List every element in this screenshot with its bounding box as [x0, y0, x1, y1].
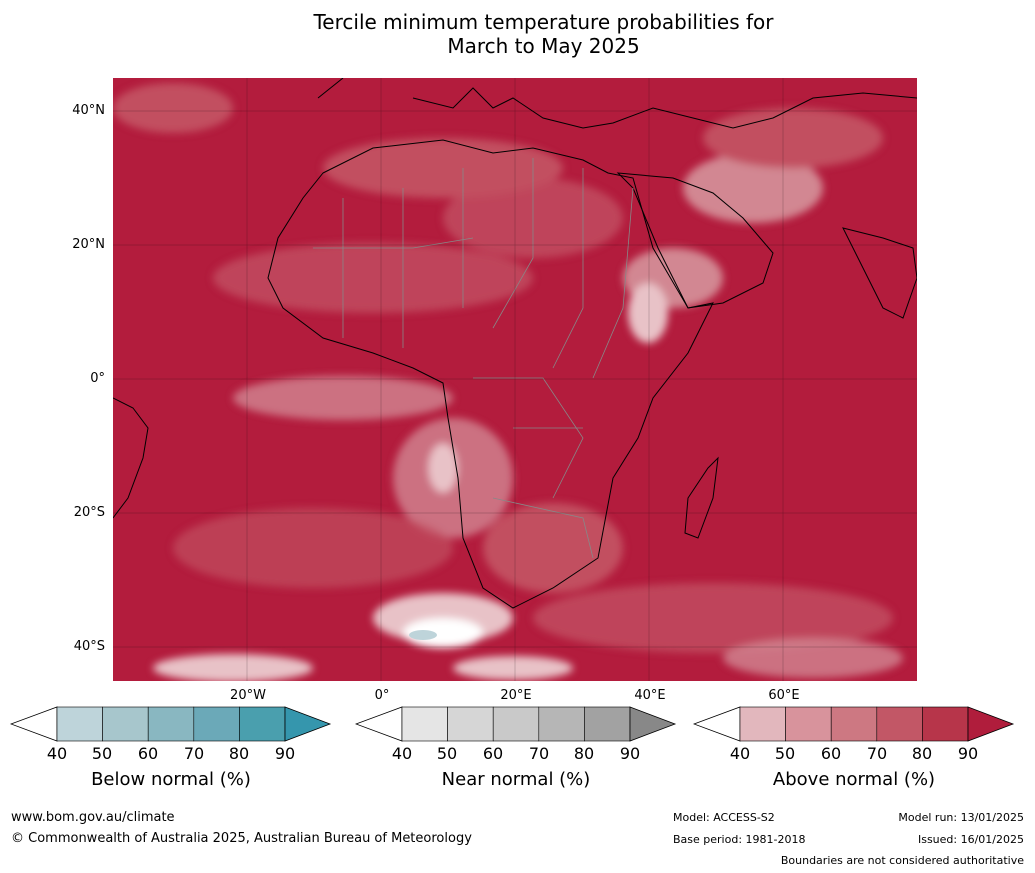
tick-label: 60 [482, 744, 504, 763]
tick-label: 50 [436, 744, 458, 763]
lon-label-60e: 60°E [768, 688, 800, 703]
near-normal-patch [409, 630, 437, 640]
tick-label: 70 [183, 744, 205, 763]
title-line-1: Tercile minimum temperature probabilitie… [313, 10, 774, 34]
tick-label: 80 [911, 744, 933, 763]
colorbar-segment [147, 706, 195, 742]
lon-label-20w: 20°W [230, 688, 266, 703]
lon-label-0: 0° [374, 688, 390, 703]
colorbar-below-normal [10, 706, 332, 742]
lat-label-0: 0° [90, 371, 105, 386]
tick-label: 40 [46, 744, 68, 763]
colorbar-label-near: Near normal (%) [441, 769, 591, 790]
colorbar-segment [922, 706, 969, 742]
colorbar-segment [239, 706, 286, 742]
tick-label: 50 [91, 744, 113, 763]
base-period-text: Base period: 1981-2018 [673, 833, 806, 846]
tick-label: 40 [391, 744, 413, 763]
coastlines [113, 78, 917, 609]
anomaly-patches [113, 83, 903, 681]
lat-label-40n: 40°N [72, 103, 105, 118]
colorbar-label-above: Above normal (%) [772, 769, 936, 790]
colorbar-segment [492, 706, 540, 742]
tick-label: 60 [137, 744, 159, 763]
graticule [113, 78, 917, 681]
lon-label-20e: 20°E [500, 688, 532, 703]
tick-label: 60 [820, 744, 842, 763]
tick-label: 40 [729, 744, 751, 763]
colorbar-extend-high [629, 706, 677, 742]
colorbar-extend-low [10, 706, 58, 742]
colorbar-segment [876, 706, 923, 742]
colorbar-segment [102, 706, 149, 742]
lat-label-20s: 20°S [73, 505, 105, 520]
model-run-text: Model run: 13/01/2025 [898, 811, 1024, 824]
colorbar-segment [830, 706, 878, 742]
model-text: Model: ACCESS-S2 [673, 811, 775, 824]
country-borders [313, 158, 634, 559]
tick-label: 80 [573, 744, 595, 763]
tick-label: 90 [619, 744, 641, 763]
tick-label: 70 [866, 744, 888, 763]
colorbar-label-below: Below normal (%) [91, 769, 251, 790]
lon-label-40e: 40°E [634, 688, 666, 703]
probability-map [113, 78, 917, 681]
colorbar-above-normal [693, 706, 1015, 742]
tick-label: 70 [528, 744, 550, 763]
copyright-text: © Commonwealth of Australia 2025, Austra… [11, 831, 472, 846]
website-link[interactable]: www.bom.gov.au/climate [11, 810, 175, 825]
colorbar-extend-low [693, 706, 741, 742]
lat-label-20n: 20°N [72, 237, 105, 252]
colorbar-extend-low [355, 706, 403, 742]
colorbar-extend-high [284, 706, 332, 742]
tick-label: 50 [774, 744, 796, 763]
tick-label: 90 [957, 744, 979, 763]
lat-label-40s: 40°S [73, 639, 105, 654]
tick-label: 80 [228, 744, 250, 763]
colorbar-extend-high [967, 706, 1015, 742]
colorbar-segment [785, 706, 832, 742]
colorbar-segment [584, 706, 631, 742]
colorbar-segment [447, 706, 494, 742]
colorbar-near-normal [355, 706, 677, 742]
tick-label: 90 [274, 744, 296, 763]
colorbar-segment [56, 706, 103, 742]
colorbar-segment [739, 706, 786, 742]
map-title: Tercile minimum temperature probabilitie… [0, 10, 1035, 58]
issued-text: Issued: 16/01/2025 [917, 833, 1024, 846]
colorbar-segment [538, 706, 585, 742]
colorbar-segment [193, 706, 240, 742]
colorbar-segment [401, 706, 448, 742]
disclaimer-text: Boundaries are not considered authoritat… [780, 854, 1024, 867]
title-line-2: March to May 2025 [447, 34, 640, 58]
